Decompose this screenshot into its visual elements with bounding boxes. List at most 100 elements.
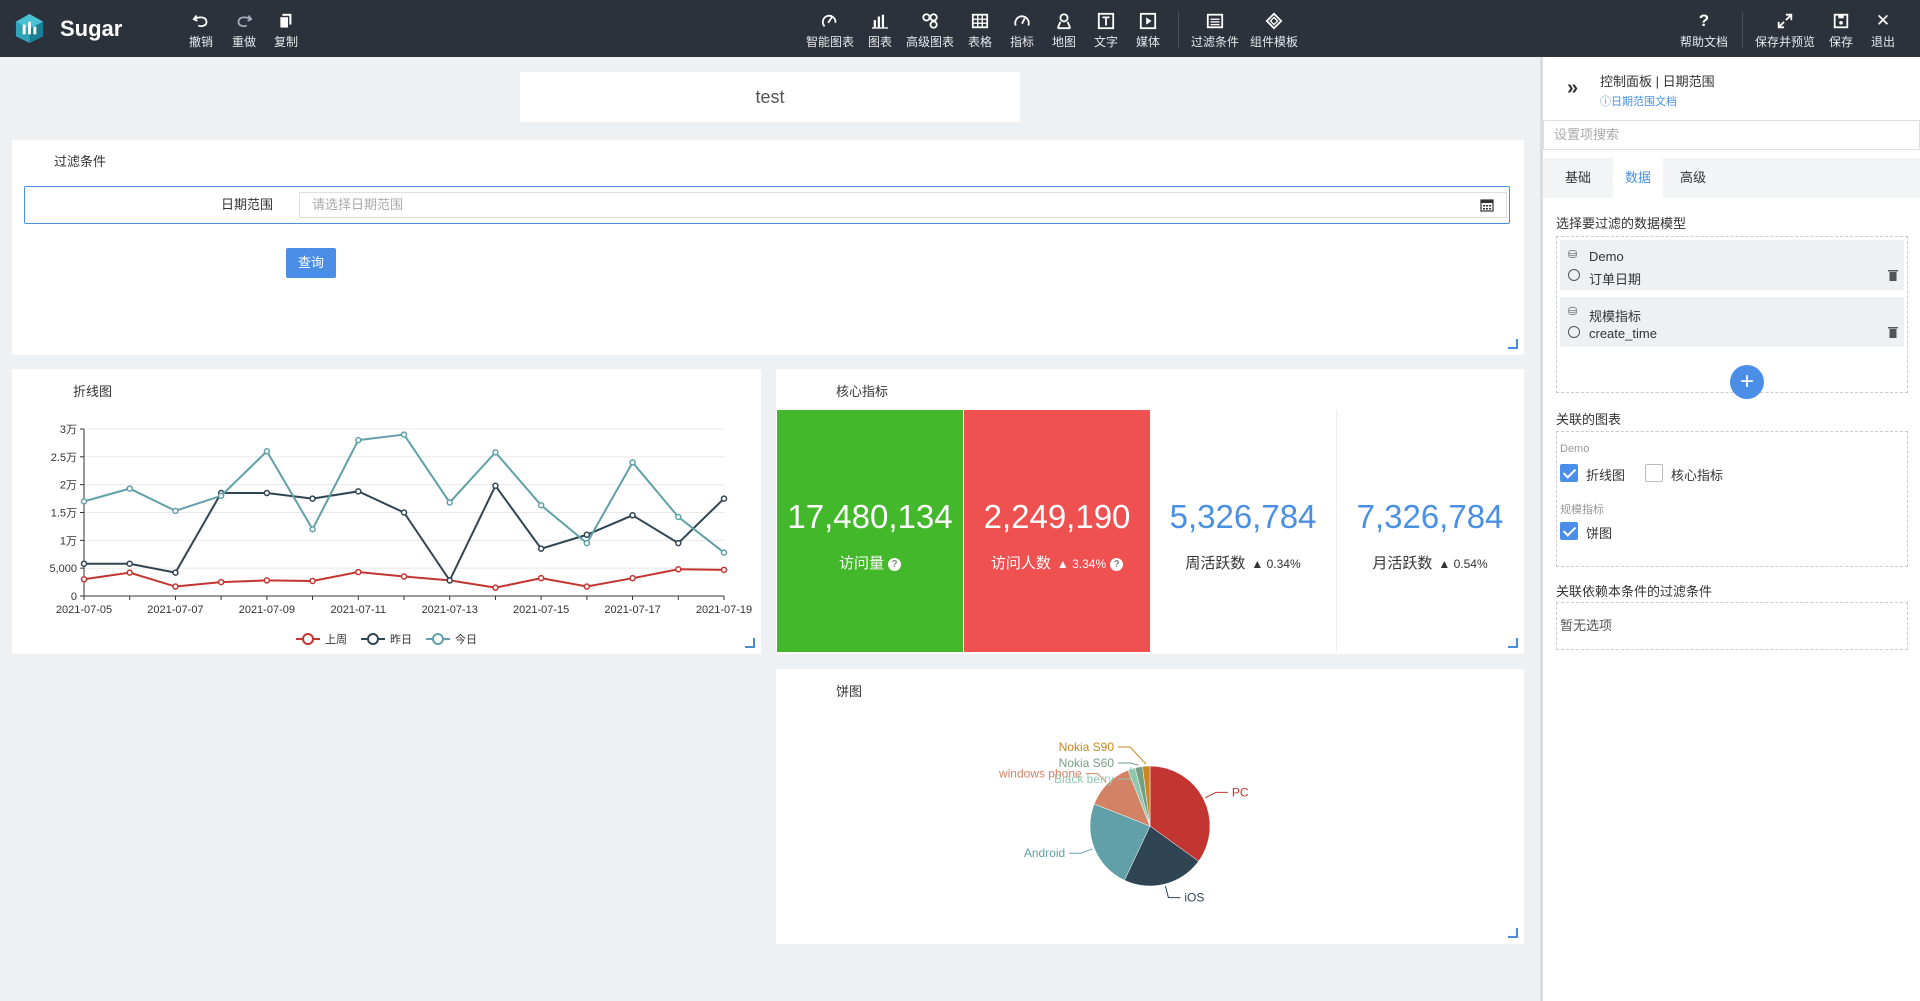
kpi-value: 2,249,190 (983, 498, 1131, 535)
line-chart-panel[interactable]: 折线图 0 5,000 1万 1.5万 2万 2.5万 3万 2021-07-05 2021-0… (12, 369, 761, 654)
map-button[interactable]: 地图 (1050, 10, 1078, 52)
radio-icon[interactable] (1568, 326, 1580, 338)
tab-data[interactable]: 数据 (1613, 158, 1663, 198)
data-point[interactable] (309, 495, 316, 502)
data-point[interactable] (492, 449, 499, 456)
data-point[interactable] (675, 566, 682, 573)
table-icon (966, 10, 994, 32)
radio-icon[interactable] (1568, 269, 1580, 281)
checkbox-core-indicators[interactable] (1645, 464, 1663, 482)
smart-chart-button[interactable]: 智能图表 (805, 10, 855, 52)
resize-handle[interactable] (745, 638, 755, 648)
advanced-chart-button[interactable]: 高级图表 (905, 10, 955, 52)
data-point[interactable] (217, 492, 225, 500)
media-button[interactable]: 媒体 (1134, 10, 1162, 52)
data-point[interactable] (537, 502, 545, 509)
help-doc-button[interactable]: ? 帮助文档 (1679, 11, 1728, 49)
data-point[interactable] (446, 577, 453, 584)
data-point[interactable] (355, 568, 362, 576)
data-point[interactable] (720, 549, 728, 556)
pie-slice[interactable] (1142, 765, 1151, 827)
pie-chart-panel[interactable]: 饼图 PC iOS Android windows phone Black berry N… (776, 669, 1524, 944)
data-point[interactable] (80, 498, 88, 505)
settings-tabs: 基础 数据 高级 (1543, 158, 1920, 198)
data-point[interactable] (309, 577, 316, 585)
data-point[interactable] (583, 583, 591, 590)
component-template-button[interactable]: 组件模板 (1249, 10, 1299, 52)
data-point[interactable] (720, 495, 728, 502)
trash-icon[interactable] (1888, 326, 1898, 338)
undo-button[interactable]: 撤销 (186, 10, 216, 52)
data-point[interactable] (583, 531, 591, 539)
data-point[interactable] (400, 573, 408, 580)
checkbox-line-chart[interactable] (1560, 464, 1578, 482)
redo-button[interactable]: 重做 (229, 10, 259, 52)
data-point[interactable] (263, 577, 271, 584)
pie-slice[interactable] (1089, 803, 1151, 881)
resize-handle[interactable] (1508, 928, 1518, 938)
data-point[interactable] (629, 512, 636, 519)
trash-icon[interactable] (1888, 269, 1898, 281)
copy-button[interactable]: 复制 (271, 10, 301, 52)
data-point[interactable] (492, 482, 499, 490)
data-point[interactable] (629, 574, 636, 582)
help-icon[interactable]: ? (888, 558, 901, 571)
data-point[interactable] (263, 489, 271, 497)
core-indicators-panel[interactable]: 核心指标 17,480,134 访问量? 2,249,190 访问人数 ▲ 3.3… (776, 369, 1524, 654)
data-point[interactable] (400, 509, 408, 516)
data-point[interactable] (80, 560, 88, 567)
kpi-value: 5,326,784 (1169, 498, 1317, 535)
legend-item[interactable]: 上周 (296, 633, 347, 646)
tab-basic[interactable]: 基础 (1564, 170, 1591, 185)
settings-search-input[interactable]: 设置项搜索 (1543, 120, 1920, 150)
pie-slice[interactable] (1149, 765, 1211, 862)
add-model-button[interactable]: + (1730, 365, 1764, 399)
indicator-button[interactable]: 指标 (1008, 10, 1036, 52)
data-point[interactable] (583, 539, 591, 547)
date-range-input[interactable]: 请选择日期范围 (299, 192, 1507, 218)
legend-item[interactable]: 昨日 (361, 633, 412, 646)
tab-advanced[interactable]: 高级 (1679, 170, 1706, 185)
chart-button[interactable]: 图表 (866, 10, 894, 52)
dashboard-title-component[interactable]: test (520, 72, 1020, 122)
data-point[interactable] (400, 431, 408, 438)
resize-handle[interactable] (1508, 638, 1518, 648)
save-preview-button[interactable]: 保存并预览 (1753, 10, 1817, 52)
exit-button[interactable]: ✕ 退出 (1868, 10, 1898, 52)
data-point[interactable] (126, 485, 133, 492)
data-point[interactable] (126, 569, 133, 576)
data-point[interactable] (217, 578, 225, 586)
filter-panel[interactable]: 过滤条件 日期范围 请选择日期范围 查询 (12, 140, 1524, 355)
date-range-doc-link[interactable]: ⓘ日期范围文档 (1600, 96, 1677, 108)
data-point[interactable] (172, 569, 179, 576)
model-item[interactable]: ⛁ Demo 订单日期 (1560, 240, 1904, 290)
data-point[interactable] (537, 574, 545, 582)
data-point[interactable] (675, 539, 682, 547)
text-button[interactable]: 文字 (1092, 10, 1120, 52)
resize-handle[interactable] (1508, 339, 1518, 349)
data-point[interactable] (720, 566, 728, 574)
collapse-icon[interactable]: » (1567, 77, 1579, 99)
query-button[interactable]: 查询 (286, 248, 336, 278)
calendar-icon[interactable] (1480, 198, 1494, 212)
data-point[interactable] (355, 488, 362, 495)
table-button[interactable]: 表格 (966, 10, 994, 52)
data-point[interactable] (126, 560, 133, 567)
data-point[interactable] (492, 584, 499, 591)
data-point[interactable] (629, 459, 636, 466)
data-point[interactable] (80, 576, 88, 583)
data-point[interactable] (446, 499, 453, 506)
filter-button[interactable]: 过滤条件 (1190, 10, 1240, 52)
data-point[interactable] (355, 436, 362, 444)
data-point[interactable] (537, 545, 545, 552)
data-point[interactable] (263, 448, 271, 455)
legend-item[interactable]: 今日 (426, 632, 477, 646)
data-point[interactable] (675, 513, 682, 521)
help-icon[interactable]: ? (1110, 558, 1124, 571)
data-point[interactable] (309, 525, 316, 533)
save-button[interactable]: 保存 (1826, 10, 1856, 52)
data-point[interactable] (172, 583, 179, 590)
model-item[interactable]: ⛁ 规模指标 create_time (1560, 297, 1904, 347)
checkbox-pie-chart[interactable] (1560, 522, 1578, 540)
data-point[interactable] (172, 507, 179, 515)
